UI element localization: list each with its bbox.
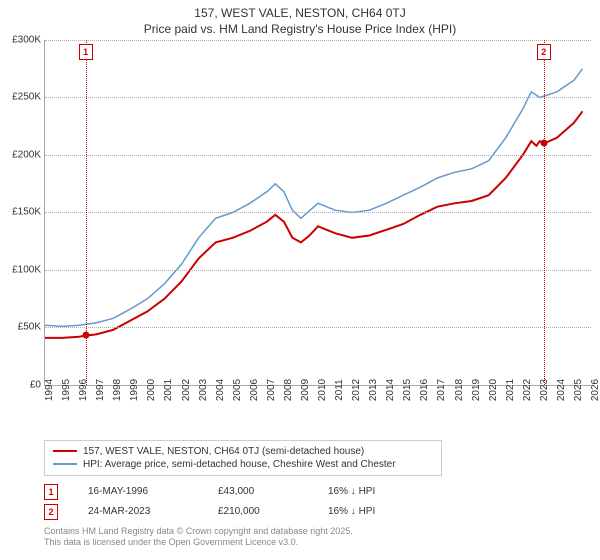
sale-annotation-row: 2 24-MAR-2023 £210,000 16% ↓ HPI [44, 502, 544, 522]
x-axis-label: 2006 [249, 378, 260, 400]
sale-marker-badge: 2 [537, 44, 551, 60]
x-axis-label: 2012 [351, 378, 362, 400]
sale-annotations-table: 1 16-MAY-1996 £43,000 16% ↓ HPI 2 24-MAR-2023… [44, 482, 544, 522]
sale-price: £43,000 [218, 486, 298, 497]
x-axis-label: 2024 [556, 378, 567, 400]
x-axis-label: 2007 [266, 378, 277, 400]
x-axis-label: 2019 [471, 378, 482, 400]
chart-subtitle: Price paid vs. HM Land Registry's House … [0, 22, 600, 40]
x-axis-label: 1996 [78, 378, 89, 400]
legend-label: 157, WEST VALE, NESTON, CH64 0TJ (semi-d… [83, 446, 364, 457]
x-axis-label: 1995 [61, 378, 72, 400]
legend-item: 157, WEST VALE, NESTON, CH64 0TJ (semi-d… [53, 445, 433, 458]
series-hpi [45, 68, 583, 326]
x-axis-label: 2023 [539, 378, 550, 400]
x-axis-label: 2016 [419, 378, 430, 400]
y-axis-label: £100K [3, 264, 41, 275]
x-axis-label: 1998 [112, 378, 123, 400]
sale-date: 24-MAR-2023 [88, 506, 188, 517]
chart-title: 157, WEST VALE, NESTON, CH64 0TJ [0, 0, 600, 22]
footer-line-1: Contains HM Land Registry data © Crown c… [44, 526, 590, 538]
sale-marker-badge: 1 [79, 44, 93, 60]
x-axis-label: 2018 [454, 378, 465, 400]
chart-legend: 157, WEST VALE, NESTON, CH64 0TJ (semi-d… [44, 440, 442, 476]
chart-plot-area: £0£50K£100K£150K£200K£250K£300K12 [44, 40, 591, 386]
sale-point-marker [540, 140, 547, 147]
x-axis-label: 1994 [44, 378, 55, 400]
sale-marker-badge: 2 [44, 504, 58, 520]
gridline [45, 155, 591, 156]
x-axis-label: 2021 [505, 378, 516, 400]
x-axis-label: 2010 [317, 378, 328, 400]
y-axis-label: £150K [3, 207, 41, 218]
sale-marker-badge: 1 [44, 484, 58, 500]
x-axis-label: 2000 [146, 378, 157, 400]
gridline [45, 97, 591, 98]
legend-label: HPI: Average price, semi-detached house,… [83, 459, 396, 470]
x-axis-label: 2002 [181, 378, 192, 400]
x-axis-label: 2011 [334, 379, 345, 401]
y-axis-label: £50K [3, 322, 41, 333]
gridline [45, 212, 591, 213]
x-axis-label: 2008 [283, 378, 294, 400]
x-axis-label: 2025 [573, 378, 584, 400]
chart-footer: Contains HM Land Registry data © Crown c… [44, 526, 590, 549]
x-axis-label: 2020 [488, 378, 499, 400]
sale-hpi-delta: 16% ↓ HPI [328, 486, 375, 497]
sale-annotation-row: 1 16-MAY-1996 £43,000 16% ↓ HPI [44, 482, 544, 502]
y-axis-label: £0 [3, 379, 41, 390]
x-axis-label: 2014 [385, 378, 396, 400]
y-axis-label: £300K [3, 34, 41, 45]
x-axis-label: 2004 [215, 378, 226, 400]
x-axis-label: 2005 [232, 378, 243, 400]
sale-date: 16-MAY-1996 [88, 486, 188, 497]
x-axis-label: 2001 [163, 378, 174, 400]
x-axis-label: 2003 [198, 378, 209, 400]
x-axis-label: 1997 [95, 378, 106, 400]
x-axis-label: 2026 [590, 378, 600, 400]
sale-price: £210,000 [218, 506, 298, 517]
series-price_paid [45, 111, 583, 338]
y-axis-label: £200K [3, 149, 41, 160]
sale-hpi-delta: 16% ↓ HPI [328, 506, 375, 517]
gridline [45, 270, 591, 271]
legend-swatch [53, 450, 77, 452]
legend-item: HPI: Average price, semi-detached house,… [53, 458, 433, 471]
x-axis-label: 1999 [129, 378, 140, 400]
chart-x-axis: 1994199519961997199819992000200120022003… [44, 386, 590, 436]
gridline [45, 40, 591, 41]
marker-vline [544, 40, 545, 385]
y-axis-label: £250K [3, 92, 41, 103]
legend-swatch [53, 463, 77, 465]
sale-point-marker [82, 332, 89, 339]
gridline [45, 327, 591, 328]
x-axis-label: 2009 [300, 378, 311, 400]
x-axis-label: 2022 [522, 378, 533, 400]
x-axis-label: 2015 [402, 378, 413, 400]
footer-line-2: This data is licensed under the Open Gov… [44, 537, 590, 549]
x-axis-label: 2017 [436, 378, 447, 400]
x-axis-label: 2013 [368, 378, 379, 400]
